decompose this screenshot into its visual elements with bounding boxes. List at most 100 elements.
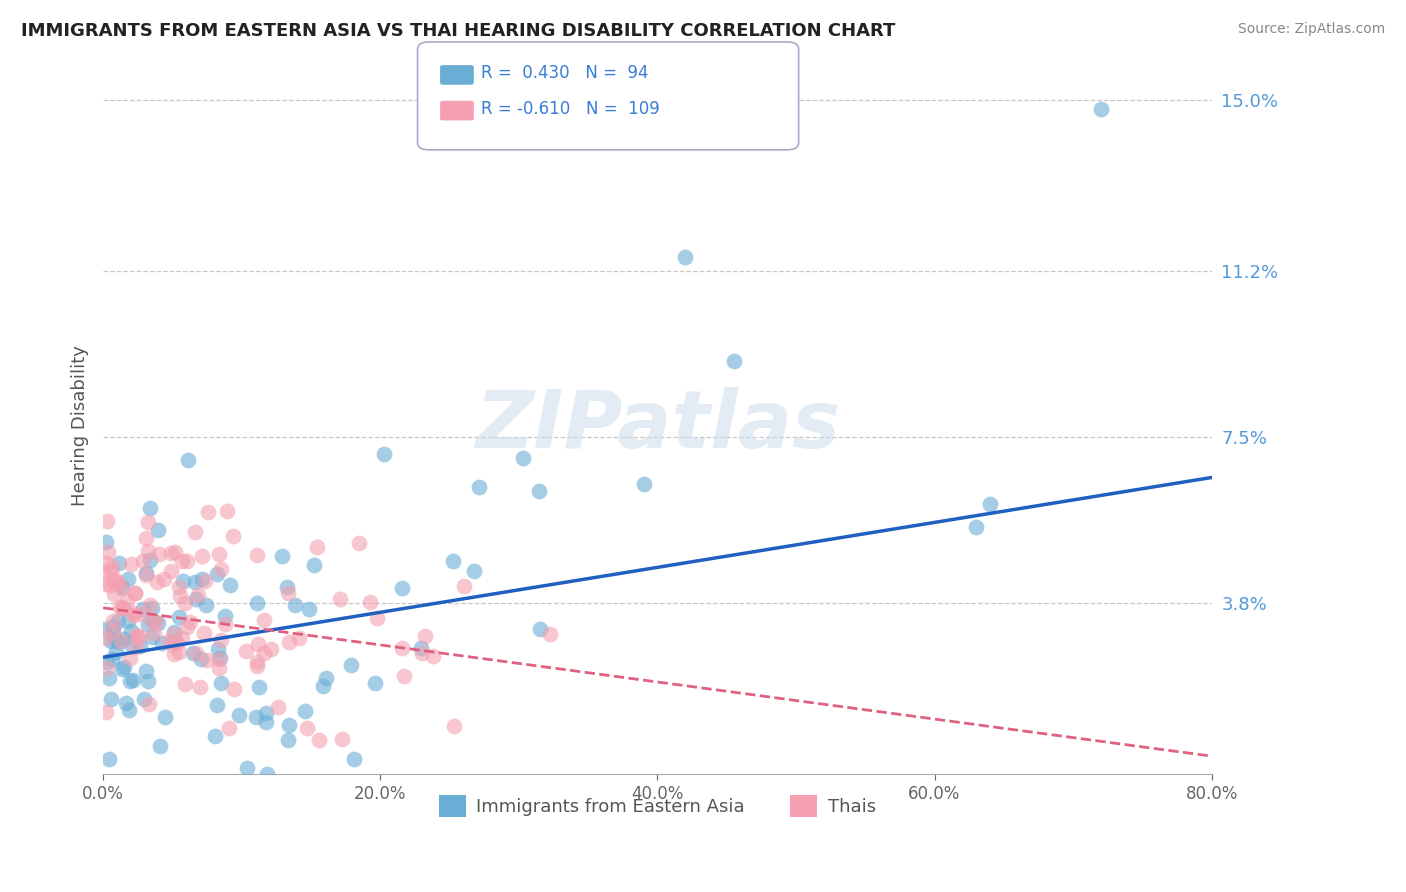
Point: [246, 549, 269, 563]
Point: [176, 620, 198, 634]
Point: [94, 577, 117, 591]
Point: [214, 608, 236, 623]
Point: [204, 729, 226, 743]
Point: [108, 599, 131, 614]
Point: [135, 567, 157, 582]
Point: [135, 531, 157, 545]
Point: [93, 632, 115, 646]
Point: [340, 658, 363, 673]
Point: [98, 671, 121, 685]
Point: [131, 602, 153, 616]
Point: [187, 588, 209, 602]
Point: [94, 556, 117, 570]
Point: [373, 447, 395, 461]
Legend: Immigrants from Eastern Asia, Thais: Immigrants from Eastern Asia, Thais: [432, 788, 883, 824]
Point: [176, 554, 198, 568]
Point: [115, 696, 138, 710]
Point: [409, 640, 432, 655]
Point: [129, 639, 152, 653]
Point: [453, 579, 475, 593]
Point: [170, 631, 193, 645]
Point: [136, 515, 159, 529]
Point: [124, 585, 146, 599]
Text: R = -0.610   N =  109: R = -0.610 N = 109: [481, 100, 659, 118]
Point: [100, 691, 122, 706]
Point: [538, 627, 561, 641]
Point: [222, 529, 245, 543]
Point: [217, 504, 239, 518]
Point: [256, 767, 278, 781]
Point: [194, 574, 217, 589]
Point: [141, 600, 163, 615]
Point: [100, 652, 122, 666]
Point: [97, 752, 120, 766]
Point: [98, 578, 121, 592]
Point: [205, 698, 228, 712]
Point: [191, 572, 214, 586]
Point: [117, 572, 139, 586]
Point: [197, 505, 219, 519]
Point: [94, 705, 117, 719]
Point: [184, 646, 207, 660]
Point: [146, 523, 169, 537]
Point: [270, 549, 292, 563]
Point: [104, 632, 127, 647]
Point: [139, 598, 162, 612]
Point: [422, 648, 444, 663]
Point: [312, 679, 335, 693]
Point: [167, 580, 190, 594]
Point: [138, 697, 160, 711]
Point: [527, 483, 550, 498]
Point: [112, 660, 135, 674]
Point: [302, 558, 325, 572]
Point: [146, 575, 169, 590]
Point: [284, 598, 307, 612]
Point: [298, 602, 321, 616]
Point: [633, 477, 655, 491]
Point: [208, 652, 231, 666]
Point: [120, 557, 142, 571]
Point: [101, 624, 124, 638]
Point: [254, 706, 277, 720]
Point: [111, 600, 134, 615]
Point: [277, 733, 299, 747]
Point: [277, 586, 299, 600]
Point: [391, 641, 413, 656]
Point: [143, 625, 166, 640]
Point: [247, 637, 270, 651]
Point: [172, 574, 194, 589]
Point: [207, 660, 229, 674]
Point: [179, 615, 201, 629]
Point: [125, 640, 148, 655]
Point: [101, 574, 124, 588]
Point: [441, 554, 464, 568]
Point: [148, 547, 170, 561]
Point: [157, 634, 180, 648]
Point: [120, 624, 142, 639]
Point: [132, 554, 155, 568]
Point: [122, 607, 145, 622]
Point: [184, 592, 207, 607]
Point: [267, 699, 290, 714]
Point: [110, 581, 132, 595]
Point: [125, 630, 148, 644]
Text: IMMIGRANTS FROM EASTERN ASIA VS THAI HEARING DISABILITY CORRELATION CHART: IMMIGRANTS FROM EASTERN ASIA VS THAI HEA…: [21, 22, 896, 40]
Point: [1090, 102, 1112, 116]
Point: [107, 575, 129, 590]
Point: [104, 645, 127, 659]
Point: [174, 596, 197, 610]
Point: [117, 615, 139, 629]
Point: [138, 553, 160, 567]
Point: [979, 498, 1001, 512]
Point: [101, 559, 124, 574]
Point: [163, 625, 186, 640]
Point: [124, 586, 146, 600]
Point: [411, 646, 433, 660]
Point: [169, 590, 191, 604]
Point: [190, 652, 212, 666]
Point: [150, 636, 173, 650]
Point: [165, 633, 187, 648]
Point: [177, 453, 200, 467]
Point: [101, 614, 124, 628]
Point: [163, 647, 186, 661]
